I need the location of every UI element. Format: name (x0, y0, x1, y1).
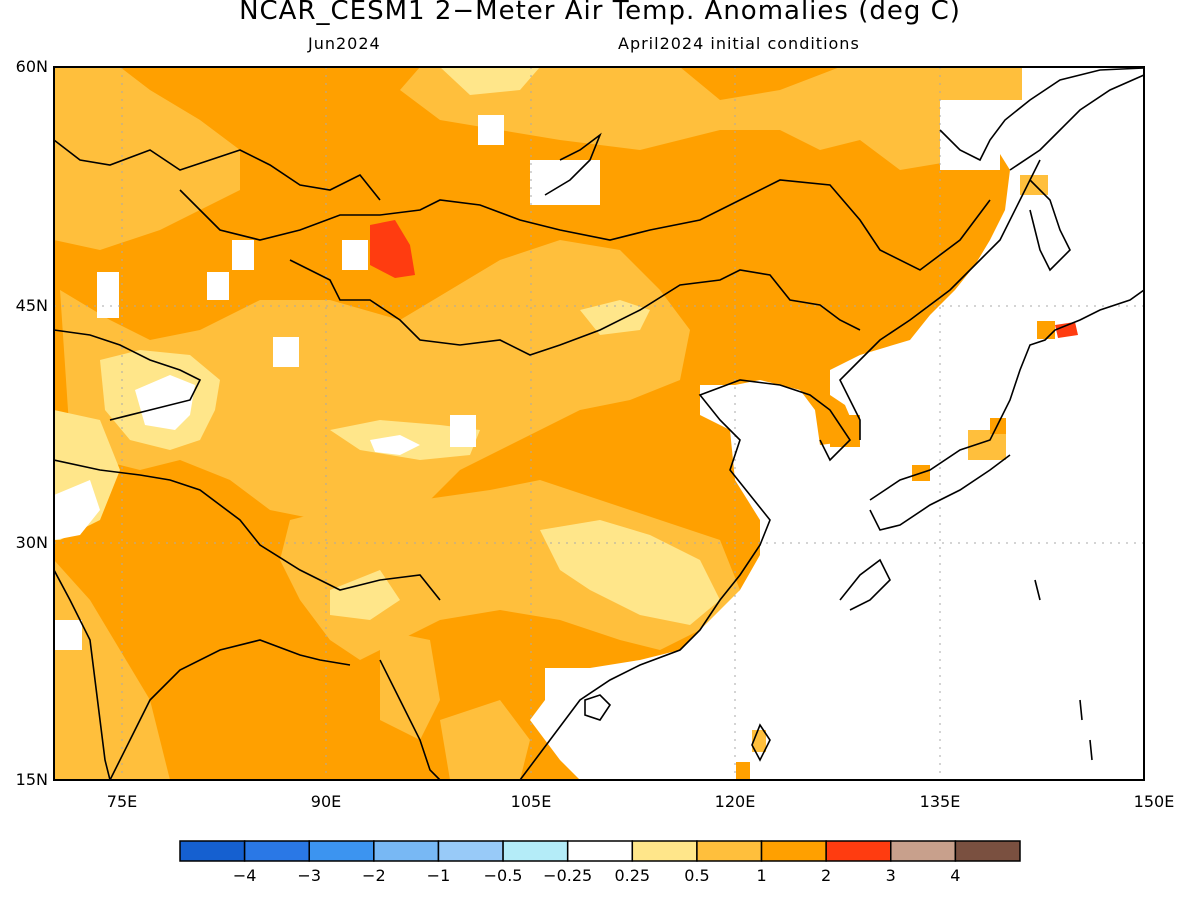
lon-label: 150E (1133, 792, 1175, 811)
colorbar-swatch (825, 840, 892, 862)
colorbar-tick-label: 3 (885, 866, 896, 885)
missing-grid-cell (342, 240, 368, 270)
anomaly-region-0.25-0.5 (540, 520, 720, 625)
anomaly-region-0.5-1 (54, 560, 170, 780)
grid-cell (830, 415, 860, 447)
colorbar-swatch (566, 840, 634, 862)
colorbar-swatch (308, 840, 375, 862)
grid-cell (1037, 321, 1055, 339)
anomaly-region-near-zero (135, 375, 195, 430)
missing-grid-cell (232, 240, 254, 270)
missing-grid-cell (478, 115, 504, 145)
colorbar-tick-label: 1 (756, 866, 767, 885)
lat-label: 15N (15, 770, 48, 789)
colorbar-swatch (373, 840, 440, 862)
lat-label: 45N (15, 296, 48, 315)
colorbar-tick-label: −1 (426, 866, 451, 885)
anomaly-region-0.5-1 (60, 240, 690, 520)
lon-label: 135E (919, 792, 961, 811)
lon-label: 120E (714, 792, 756, 811)
missing-grid-cell (207, 272, 229, 300)
anomaly-region-0.5-1 (400, 67, 1022, 170)
anomaly-region-0.5-1 (380, 630, 440, 740)
colorbar-swatch (437, 840, 504, 862)
anomaly-region-0.25-0.5 (580, 300, 650, 335)
anomaly-region-0.25-0.5 (330, 570, 400, 620)
anomaly-region-2-3 (370, 220, 415, 278)
colorbar-tick-label: −3 (297, 866, 322, 885)
anomaly-region-0.5-1 (440, 700, 530, 780)
colorbar-swatch (890, 840, 957, 862)
colorbar-tick-label: 4 (950, 866, 961, 885)
colorbar-swatch (954, 840, 1021, 862)
missing-grid-cell (450, 415, 476, 447)
missing-grid-cell (54, 620, 82, 650)
initial-conditions: April2024 initial conditions (618, 34, 860, 53)
map-title: NCAR_CESM1 2−Meter Air Temp. Anomalies (… (239, 0, 961, 26)
colorbar-swatch (760, 840, 827, 862)
lat-label: 30N (15, 533, 48, 552)
lon-label: 105E (510, 792, 552, 811)
missing-grid-cell (273, 337, 299, 367)
colorbar (179, 840, 1021, 862)
anomaly-region-near-zero (54, 480, 100, 540)
colorbar-tick-label: −2 (362, 866, 386, 885)
colorbar-tick-label: 2 (821, 866, 832, 885)
colorbar-tick-label: −0.5 (483, 866, 523, 885)
anomaly-region-0.5-1 (280, 480, 740, 660)
colorbar-swatch (696, 840, 763, 862)
missing-grid-cell (97, 272, 119, 318)
graticule (54, 67, 1144, 780)
lon-label: 75E (106, 792, 138, 811)
colorbar-tick-label: −4 (232, 866, 257, 885)
missing-grid-cell (940, 100, 1000, 170)
colorbar-tick-label: 0.25 (614, 866, 651, 885)
colorbar-swatch (502, 840, 569, 862)
grid-cell (736, 762, 750, 780)
colorbar-tick-label: 0.5 (684, 866, 710, 885)
lon-label: 90E (310, 792, 342, 811)
colorbar-tick-label: −0.25 (543, 866, 593, 885)
anomaly-region-0.25-0.5 (440, 67, 540, 95)
colorbar-swatch (631, 840, 698, 862)
anomaly-region-2-3 (1055, 322, 1078, 338)
colorbar-swatch (243, 840, 310, 862)
forecast-month: Jun2024 (308, 34, 381, 53)
grid-cell (990, 418, 1006, 434)
coastlines (54, 67, 1144, 780)
lat-label: 60N (15, 57, 48, 76)
colorbar-swatch (179, 840, 246, 862)
anomaly-region-near-zero (370, 435, 420, 455)
plot-frame (53, 66, 1145, 781)
